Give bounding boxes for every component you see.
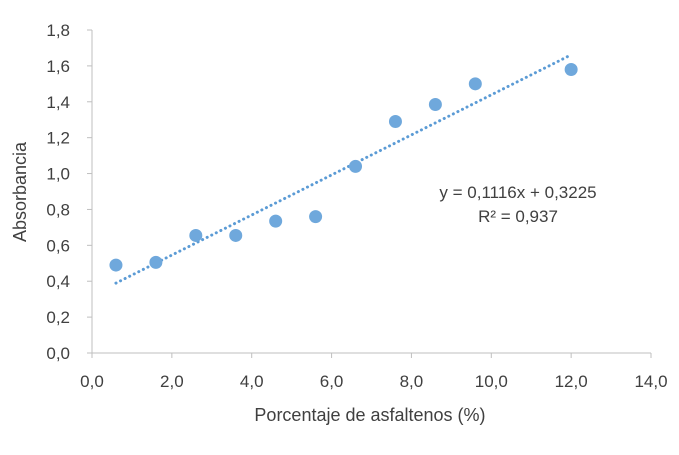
x-tick-label: 6,0 [320,372,344,391]
x-tick-label: 12,0 [555,372,588,391]
data-point [189,228,203,242]
y-tick-label: 0,0 [46,344,70,363]
x-tick-label: 14,0 [634,372,667,391]
data-point [309,210,323,224]
x-tick-label: 2,0 [160,372,184,391]
trendline [114,53,573,285]
x-tick-label: 0,0 [80,372,104,391]
y-tick-label: 1,2 [46,129,70,148]
data-point [149,255,163,269]
trendline-r-squared: R² = 0,937 [478,207,558,226]
x-axis-title: Porcentaje de asfaltenos (%) [254,405,485,425]
y-tick-label: 1,0 [46,165,70,184]
y-tick-label: 1,6 [46,57,70,76]
y-tick-label: 0,8 [46,200,70,219]
y-tick-label: 1,8 [46,21,70,40]
y-axis-title: Absorbancia [10,141,30,242]
y-tick-label: 0,6 [46,236,70,255]
data-point [468,77,482,91]
y-tick-labels: 0,0 0,2 0,4 0,6 0,8 1,0 1,2 1,4 1,6 1,8 [46,21,92,363]
data-point [269,214,283,228]
axes [91,30,651,354]
y-tick-label: 0,4 [46,272,70,291]
data-point [428,97,442,111]
y-tick-label: 0,2 [46,308,70,327]
data-point [349,159,363,173]
trendline-equation: y = 0,1116x + 0,3225 [439,183,596,202]
data-point [229,228,243,242]
x-tick-label: 10,0 [475,372,508,391]
data-points [109,62,578,272]
x-tick-label: 4,0 [240,372,264,391]
data-point [388,115,402,129]
x-tick-labels: 0,0 2,0 4,0 6,0 8,0 10,0 12,0 14,0 [80,353,668,391]
data-point [109,258,123,272]
data-point [564,62,578,76]
trendline-group [114,53,573,285]
x-tick-label: 8,0 [400,372,424,391]
y-tick-label: 1,4 [46,93,70,112]
